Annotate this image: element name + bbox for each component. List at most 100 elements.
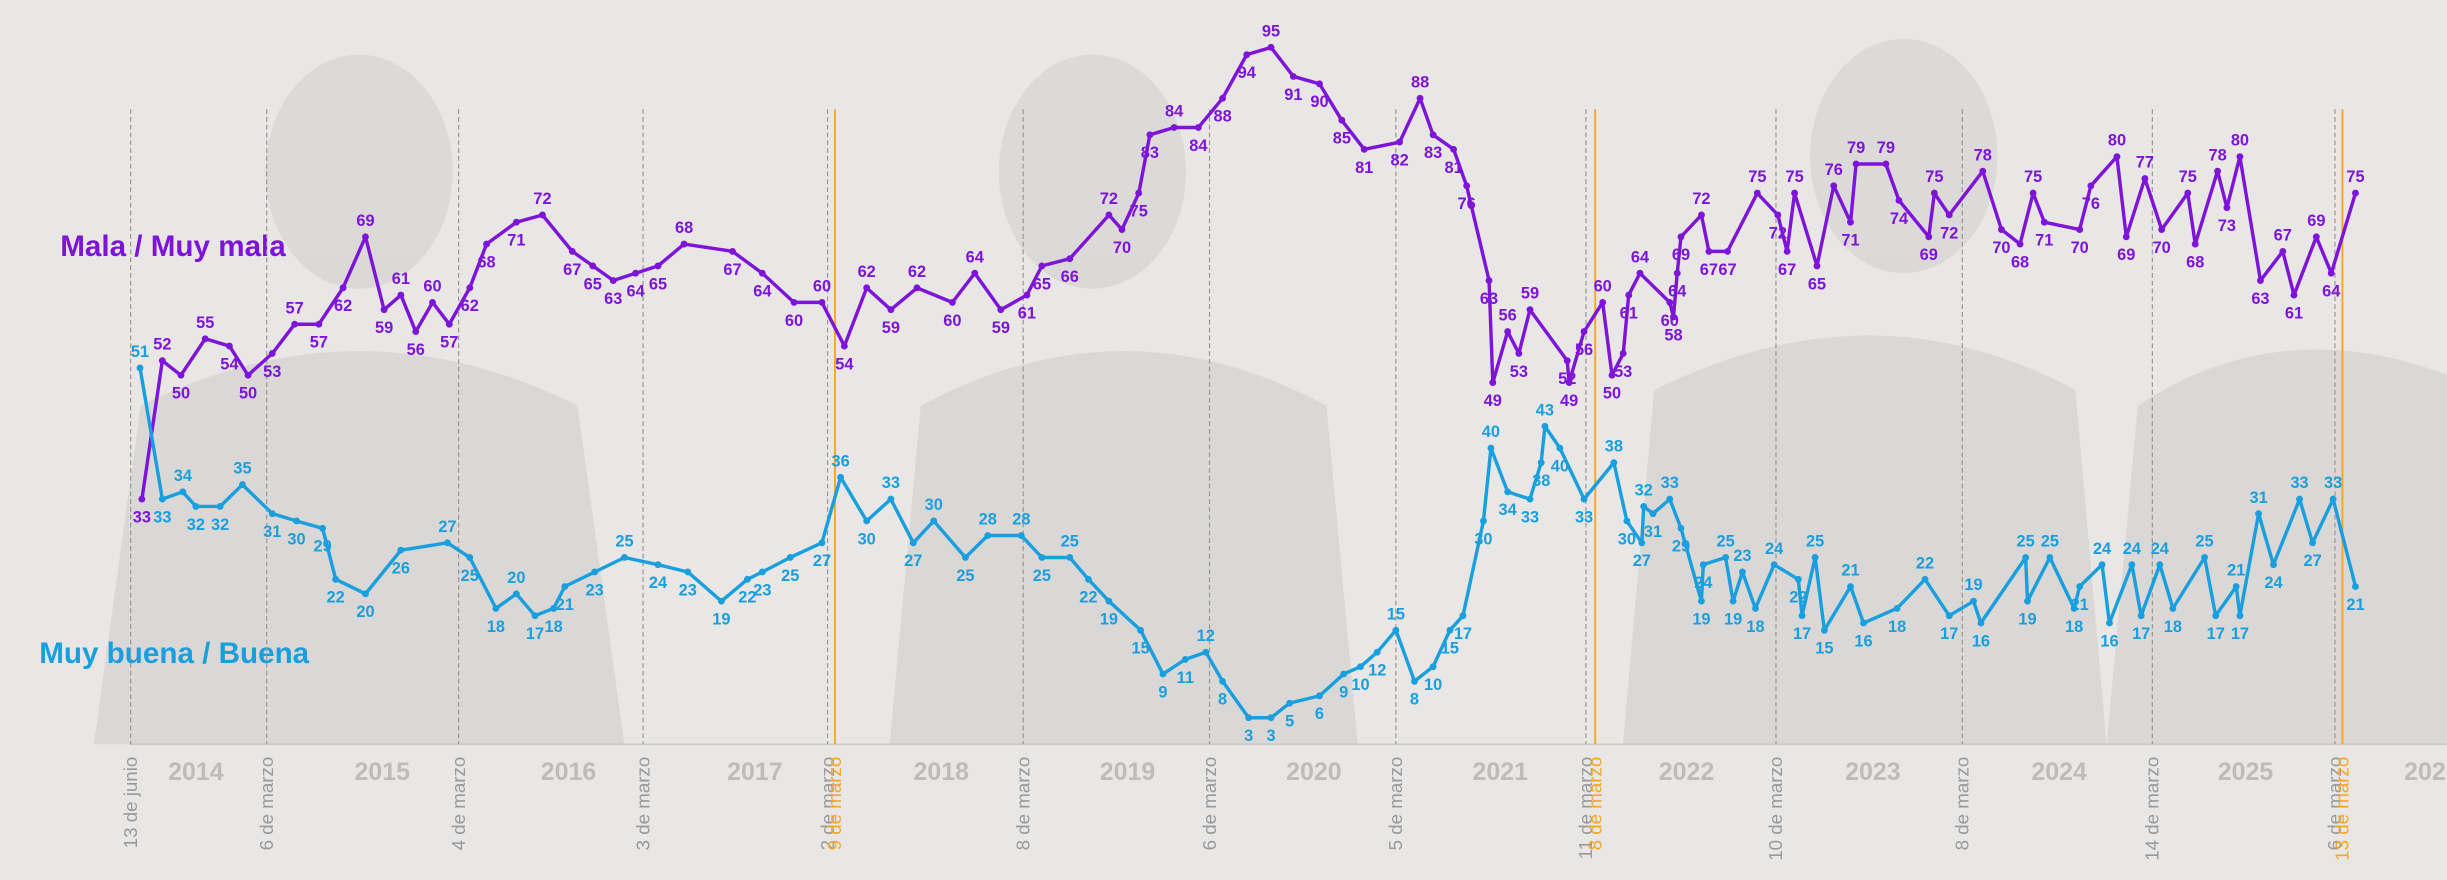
data-label: 3 <box>1266 727 1275 745</box>
data-label: 20 <box>356 603 374 621</box>
data-point <box>997 306 1005 314</box>
data-point <box>268 349 276 357</box>
data-label: 19 <box>1724 611 1742 629</box>
data-point <box>2296 495 2303 503</box>
data-label: 15 <box>1815 640 1833 658</box>
data-label: 33 <box>2290 474 2308 492</box>
data-point <box>2212 612 2220 620</box>
data-point <box>2098 561 2106 569</box>
data-label: 10 <box>1424 676 1442 694</box>
data-point <box>1105 597 1113 605</box>
data-label: 71 <box>507 232 525 250</box>
data-point <box>948 298 956 306</box>
data-point <box>1219 94 1227 102</box>
data-point <box>1610 459 1618 467</box>
data-point <box>216 502 224 510</box>
data-point <box>1289 73 1297 80</box>
data-point <box>561 583 569 590</box>
data-label: 56 <box>407 341 425 359</box>
reference-label: 8 de marzo <box>1012 757 1033 851</box>
data-point <box>840 342 848 350</box>
data-label: 61 <box>1620 305 1638 323</box>
data-label: 75 <box>2024 168 2042 186</box>
data-point <box>1416 94 1424 102</box>
data-point <box>1181 655 1189 663</box>
data-point <box>1930 189 1938 197</box>
data-point <box>1479 517 1487 525</box>
data-label: 31 <box>2249 489 2267 507</box>
data-label: 62 <box>858 263 876 281</box>
data-point <box>1504 328 1512 335</box>
data-point <box>654 561 662 569</box>
data-label: 12 <box>1368 662 1386 680</box>
data-label: 3 <box>1244 727 1253 745</box>
data-label: 65 <box>1033 275 1051 293</box>
data-point <box>177 371 185 379</box>
data-point <box>2309 539 2317 547</box>
data-label: 69 <box>2117 246 2135 264</box>
data-point <box>1580 328 1588 335</box>
data-label: 27 <box>438 518 456 536</box>
data-label: 72 <box>1940 224 1958 242</box>
data-point <box>1895 196 1903 204</box>
data-point <box>539 211 546 219</box>
data-label: 59 <box>1521 285 1539 303</box>
data-label: 24 <box>649 574 668 592</box>
data-point <box>362 233 369 241</box>
data-label: 24 <box>2151 540 2170 558</box>
data-point <box>1945 612 1953 620</box>
data-point <box>2040 218 2048 226</box>
data-point <box>930 517 938 525</box>
data-point <box>2076 583 2084 590</box>
data-label: 29 <box>313 538 331 556</box>
data-point <box>1286 699 1294 707</box>
data-label: 28 <box>979 511 997 529</box>
data-label: 60 <box>1594 277 1612 295</box>
data-label: 66 <box>1061 268 1079 286</box>
data-label: 15 <box>1441 640 1459 658</box>
data-label: 90 <box>1310 93 1328 111</box>
data-label: 67 <box>563 261 581 279</box>
data-label: 30 <box>925 496 943 514</box>
data-point <box>512 218 520 226</box>
data-label: 73 <box>2218 217 2236 235</box>
data-point <box>1722 553 1730 561</box>
data-point <box>1489 379 1497 386</box>
data-point <box>2236 153 2244 161</box>
x-tick-label: 2023 <box>1845 758 1901 786</box>
data-label: 54 <box>835 356 854 374</box>
data-point <box>1066 255 1074 263</box>
x-tick-label: 2024 <box>2031 758 2087 786</box>
data-point <box>1537 459 1545 467</box>
data-label: 30 <box>1618 530 1636 548</box>
data-point <box>1774 211 1782 219</box>
data-label: 71 <box>2035 232 2053 250</box>
data-label: 62 <box>461 297 479 315</box>
data-label: 94 <box>1238 64 1257 82</box>
data-label: 61 <box>392 270 410 288</box>
data-point <box>1882 160 1890 168</box>
data-label: 67 <box>1778 261 1796 279</box>
data-label: 50 <box>172 385 190 403</box>
data-point <box>1396 138 1404 146</box>
data-label: 75 <box>1748 168 1766 186</box>
data-label: 19 <box>1692 611 1710 629</box>
x-tick-label: 2019 <box>1100 758 1156 786</box>
data-point <box>2312 233 2320 241</box>
data-label: 28 <box>1012 511 1030 529</box>
data-label: 25 <box>956 567 974 585</box>
data-label: 25 <box>2195 532 2213 550</box>
data-label: 75 <box>1785 168 1803 186</box>
data-point <box>550 604 558 612</box>
data-label: 60 <box>943 312 961 330</box>
data-point <box>429 298 436 306</box>
data-point <box>1753 189 1761 197</box>
data-label: 72 <box>1100 190 1118 208</box>
data-point <box>2352 583 2359 590</box>
data-point <box>818 539 826 547</box>
data-point <box>201 335 209 343</box>
reference-label: 5 de marzo <box>1385 757 1406 851</box>
data-label: 57 <box>440 334 458 352</box>
data-point <box>1017 532 1025 539</box>
data-point <box>1194 124 1202 131</box>
